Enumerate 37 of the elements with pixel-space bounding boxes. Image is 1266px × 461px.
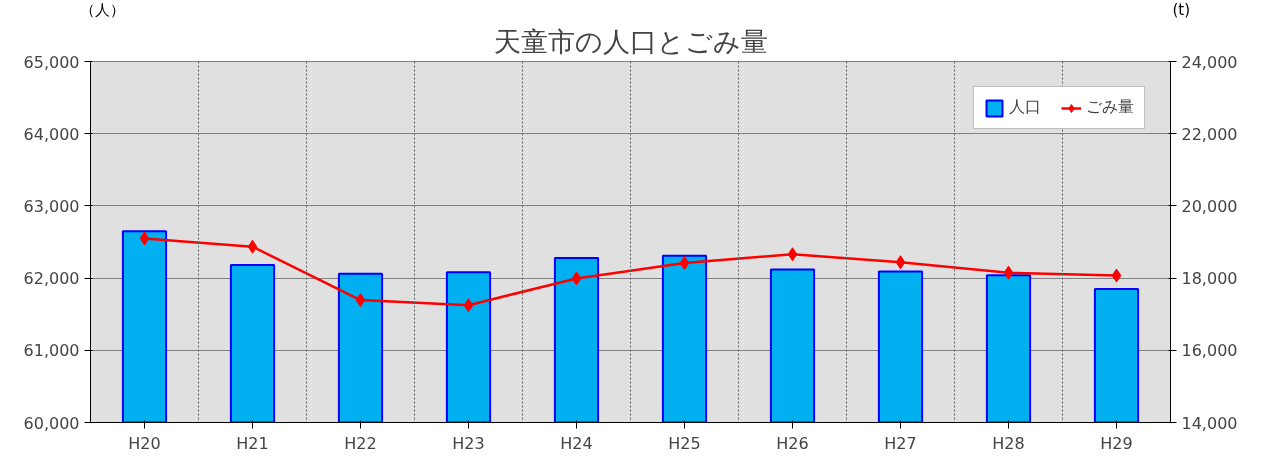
x-tick-label: H21 (236, 433, 269, 453)
legend-label: 人口 (1009, 97, 1041, 118)
point (679, 255, 690, 270)
y2-tick-label: 18,000 (1181, 269, 1238, 289)
point (1003, 265, 1014, 280)
y-tick-label: 64,000 (23, 124, 80, 144)
y2-tick-label: 14,000 (1181, 413, 1238, 433)
legend-label: ごみ量 (1086, 97, 1134, 118)
y2-tick-label: 16,000 (1181, 341, 1238, 361)
y2-tick-label: 20,000 (1181, 196, 1238, 216)
x-tick-label: H26 (776, 433, 809, 453)
point (787, 247, 798, 262)
y2-tick-label: 24,000 (1181, 52, 1238, 72)
x-tick-label: H29 (1100, 433, 1133, 453)
point (895, 255, 906, 270)
point (139, 231, 150, 246)
point (571, 271, 582, 286)
x-tick-label: H20 (128, 433, 161, 453)
x-tick-label: H23 (452, 433, 485, 453)
y-tick-label: 61,000 (23, 341, 80, 361)
x-tick-label: H22 (344, 433, 377, 453)
y2-tick-label: 22,000 (1181, 124, 1238, 144)
y2-axis-title: (t) (1172, 0, 1190, 21)
y-tick-label: 63,000 (23, 196, 80, 216)
y-axis-title: （人） (80, 0, 125, 21)
y-tick-label: 62,000 (23, 269, 80, 289)
point (247, 239, 258, 254)
y-tick-label: 65,000 (23, 52, 80, 72)
chart-title: 天童市の人口とごみ量 (493, 25, 768, 57)
point (355, 293, 366, 308)
x-tick-label: H24 (560, 433, 593, 453)
x-tick-label: H28 (992, 433, 1025, 453)
point (463, 298, 474, 313)
y-tick-label: 60,000 (23, 413, 80, 433)
x-tick-label: H25 (668, 433, 701, 453)
point (1111, 268, 1122, 283)
x-tick-label: H27 (884, 433, 917, 453)
